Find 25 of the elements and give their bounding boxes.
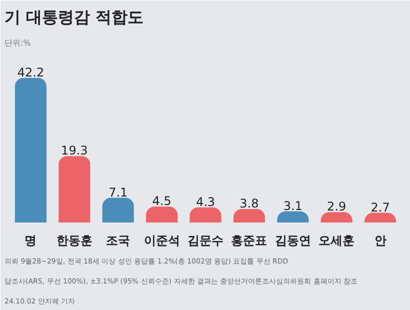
data-label: 2.7 [370,200,390,214]
x-tick-label: 안 [374,234,386,248]
data-label: 3.1 [283,198,302,213]
bar [102,198,134,222]
x-tick-label: 김문수 [188,234,224,248]
chart-subtitle: 단위:% [4,38,32,48]
bar [190,207,222,222]
data-label: 3.8 [240,196,259,211]
data-label: 7.1 [108,185,128,200]
x-tick-label: 홍준표 [231,234,268,248]
x-tick-label: 조국 [106,234,130,248]
data-label: 19.3 [61,144,88,158]
data-label: 2.9 [327,200,346,214]
bar [146,206,178,222]
chart-title: 기 대통령감 적합도 [4,8,144,26]
x-tick-label: 오세훈 [318,234,355,248]
x-tick-label: 이준석 [144,234,180,248]
bar [58,156,90,222]
data-label: 42.2 [17,65,44,80]
data-label: 4.3 [196,194,216,209]
bar [14,78,47,222]
x-tick-label: 김동연 [274,234,311,248]
x-tick-label: 명 [24,234,37,248]
data-label: 4.5 [152,194,172,208]
x-tick-label: 한동훈 [56,234,92,248]
